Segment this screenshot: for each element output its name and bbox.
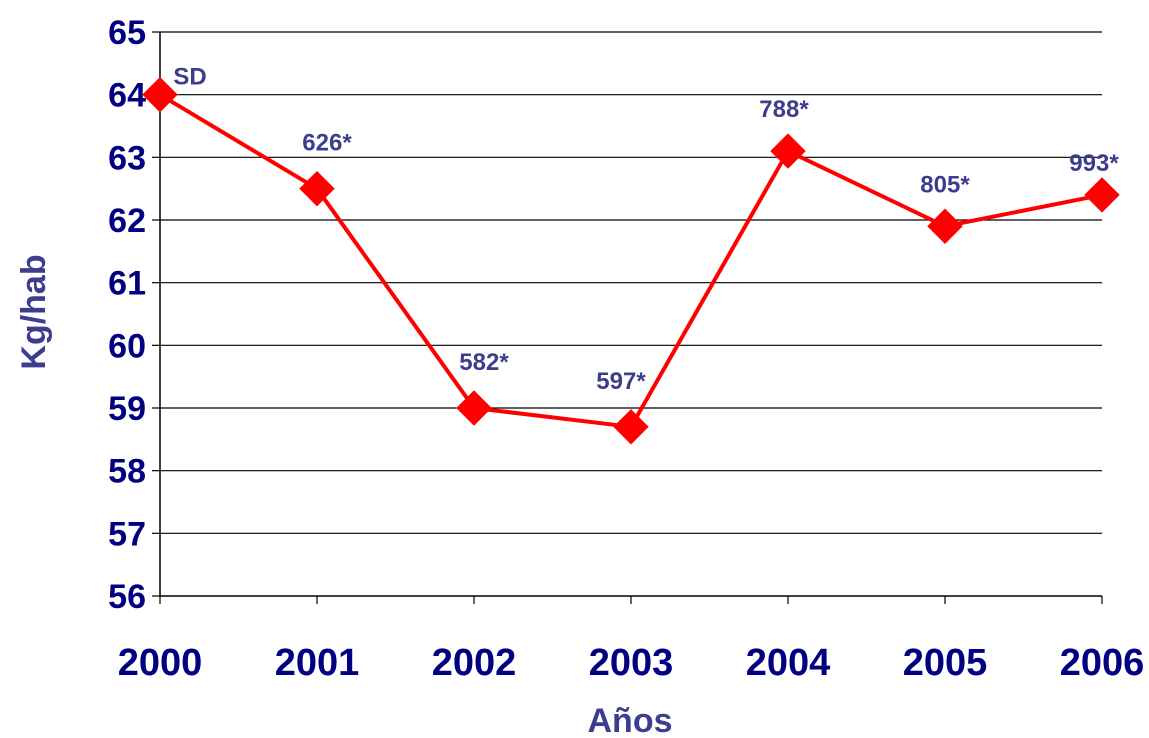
y-tick-label: 57 xyxy=(108,515,146,553)
data-point-marker xyxy=(770,133,806,169)
data-point-marker xyxy=(299,170,335,207)
y-tick-label: 62 xyxy=(108,202,146,240)
data-label: 805* xyxy=(920,171,970,198)
y-tick-labels: 56 57 58 59 60 61 62 63 64 65 xyxy=(108,14,146,616)
data-label: 993* xyxy=(1069,150,1119,177)
data-point-marker xyxy=(142,76,178,113)
y-tick-label: 60 xyxy=(108,327,146,365)
grid-lines xyxy=(160,31,1102,534)
y-tick-label: 61 xyxy=(108,265,146,303)
y-tick-label: 58 xyxy=(108,453,146,491)
x-tick-label: 2001 xyxy=(275,642,360,684)
data-label: SD xyxy=(173,64,206,91)
data-label: 597* xyxy=(596,368,646,395)
series-group xyxy=(142,76,1120,445)
y-tick-label: 65 xyxy=(108,14,146,52)
y-tick-label: 56 xyxy=(108,578,146,616)
x-tick-label: 2004 xyxy=(746,642,831,684)
x-tick-label: 2005 xyxy=(903,642,988,684)
data-label: 626* xyxy=(302,130,352,157)
x-tick-labels: 2000 2001 2002 2003 2004 2005 2006 xyxy=(118,642,1145,684)
x-tick-label: 2002 xyxy=(432,642,517,684)
data-point-marker xyxy=(613,409,649,445)
x-tick-label: 2003 xyxy=(589,642,674,684)
data-label: 582* xyxy=(459,349,509,376)
data-labels: SD 626* 582* 597* 788* 805* 993* xyxy=(173,64,1119,395)
x-axis-title: Años xyxy=(588,702,673,738)
y-tick-label: 64 xyxy=(108,77,146,115)
x-tick-label: 2000 xyxy=(118,642,203,684)
y-tick-label: 63 xyxy=(108,139,146,177)
y-tick-label: 59 xyxy=(108,390,146,428)
data-point-marker xyxy=(456,390,492,426)
data-label: 788* xyxy=(759,96,809,123)
axes xyxy=(152,31,1103,604)
y-axis-title: Kg/hab xyxy=(15,254,53,369)
data-point-marker xyxy=(927,208,963,244)
data-point-marker xyxy=(1084,177,1120,213)
x-tick-label: 2006 xyxy=(1060,642,1145,684)
